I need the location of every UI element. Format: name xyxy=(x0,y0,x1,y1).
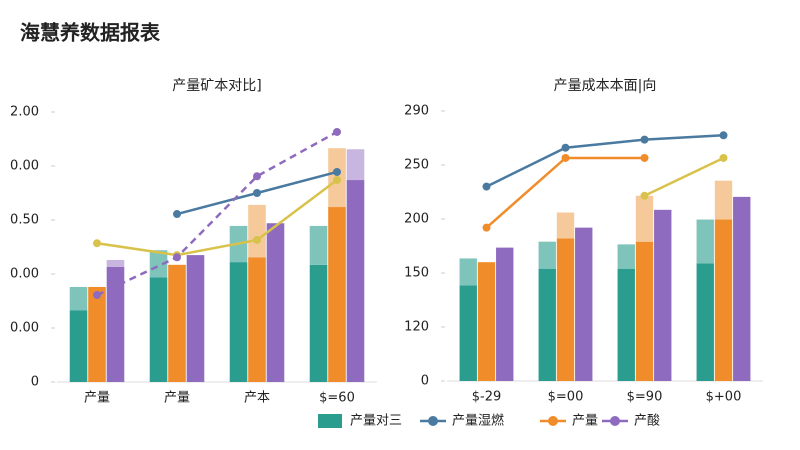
bar xyxy=(635,241,654,381)
bar xyxy=(69,310,88,382)
line xyxy=(643,156,725,197)
line-point xyxy=(173,253,181,262)
y-tick-label: 200 xyxy=(404,212,429,227)
bar xyxy=(229,262,248,382)
bar xyxy=(266,223,285,382)
legend-label: 产量湿燃 xyxy=(452,413,504,429)
bar-upper xyxy=(309,225,328,265)
bar xyxy=(186,255,205,382)
bar xyxy=(459,285,477,381)
bar xyxy=(477,262,496,381)
bar xyxy=(149,277,168,382)
line-point xyxy=(173,210,181,219)
y-tick-label: 0 xyxy=(421,374,429,389)
x-tick-label: 产量 xyxy=(84,391,110,406)
line-point xyxy=(253,189,261,197)
bar-upper xyxy=(617,244,635,269)
bar-upper xyxy=(696,219,714,264)
line-point xyxy=(253,235,261,244)
line-point xyxy=(93,291,101,300)
line-point xyxy=(640,135,649,144)
bar-upper xyxy=(538,241,556,269)
bar xyxy=(714,219,733,381)
bar-upper xyxy=(635,195,654,242)
bar xyxy=(328,207,346,382)
line-point xyxy=(640,153,649,162)
y-tick-label: 2.00 xyxy=(10,105,39,120)
legend-swatch xyxy=(428,416,438,426)
line-point xyxy=(333,167,341,176)
page-title: 海慧养数据报表 xyxy=(20,21,161,45)
y-tick-label: 150 xyxy=(404,266,429,281)
line xyxy=(96,179,338,257)
x-tick-label: 产本 xyxy=(244,391,270,406)
legend-swatch xyxy=(548,416,558,426)
bar-upper xyxy=(248,204,266,258)
legend-label: 产酸 xyxy=(634,414,660,429)
chart-title: 产量成本本面|向 xyxy=(554,78,657,94)
bar xyxy=(496,247,514,381)
x-tick-label: $=90 xyxy=(627,390,663,405)
bar xyxy=(106,266,125,382)
legend-label: 产量 xyxy=(572,414,598,429)
legend-swatch xyxy=(318,414,342,428)
bar xyxy=(733,196,751,381)
line-point xyxy=(333,176,341,185)
y-tick-label: 250 xyxy=(404,158,429,173)
legend-swatch xyxy=(610,416,620,426)
bar-upper xyxy=(459,258,477,286)
line-point xyxy=(719,153,728,162)
bar xyxy=(168,264,186,382)
bar-upper xyxy=(714,180,733,220)
line-point xyxy=(482,223,491,232)
y-tick-label: 290 xyxy=(404,104,429,119)
y-tick-label: 0.00 xyxy=(10,267,39,282)
y-tick-label: 0 xyxy=(31,375,39,390)
x-tick-label: $-29 xyxy=(472,390,502,405)
line-point xyxy=(561,153,570,162)
line-point xyxy=(719,131,728,140)
bar-upper xyxy=(346,149,365,181)
bar-upper xyxy=(106,259,125,267)
x-tick-label: $=00 xyxy=(548,390,584,405)
y-tick-label: 120 xyxy=(404,320,429,335)
bar xyxy=(88,286,106,382)
bar xyxy=(309,264,328,382)
bar-upper xyxy=(149,250,168,278)
bar xyxy=(346,180,365,382)
bar-upper xyxy=(556,212,575,239)
bar xyxy=(556,238,575,381)
y-tick-label: 0.00 xyxy=(10,321,39,336)
line-point xyxy=(561,143,570,152)
x-tick-label: 产量 xyxy=(164,391,190,406)
line-point xyxy=(333,127,341,136)
bar xyxy=(696,263,714,381)
chart-title: 产量矿本对比] xyxy=(172,78,261,94)
y-tick-label: 0.00 xyxy=(10,159,39,174)
x-tick-label: $=60 xyxy=(319,391,355,406)
line-point xyxy=(482,182,491,191)
legend-label: 产量对三 xyxy=(350,414,402,429)
bar-upper xyxy=(69,286,88,311)
line-point xyxy=(93,239,101,248)
bar xyxy=(654,209,672,381)
bar xyxy=(617,268,635,381)
line xyxy=(96,130,338,297)
line-point xyxy=(253,172,261,181)
x-tick-label: $+00 xyxy=(706,390,742,405)
bar xyxy=(538,268,556,381)
y-tick-label: 0.50 xyxy=(10,213,39,228)
bar xyxy=(248,257,266,382)
bar xyxy=(575,227,593,381)
line xyxy=(485,134,724,188)
line-point xyxy=(640,191,649,200)
